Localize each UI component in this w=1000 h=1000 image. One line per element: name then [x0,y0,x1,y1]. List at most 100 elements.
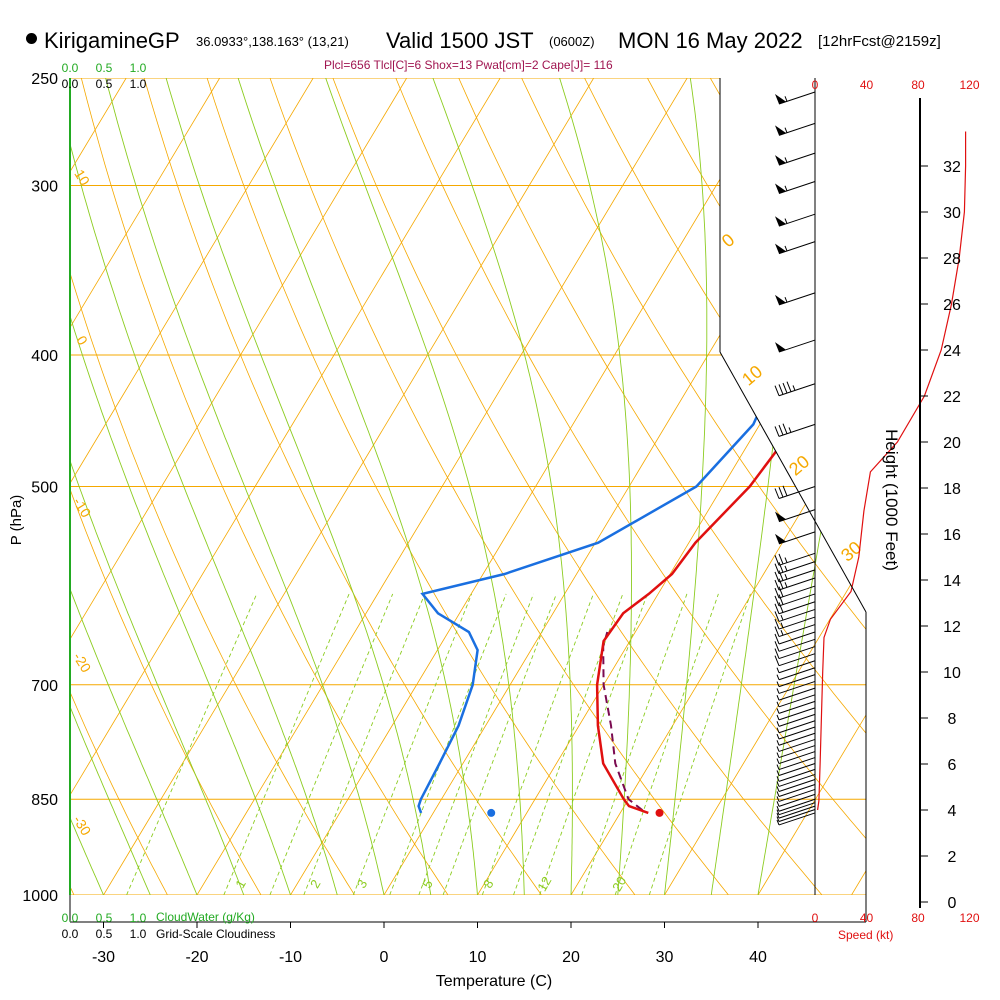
speed-tick-label: 0 [812,78,819,92]
wind-barb [774,577,816,591]
wind-barb [776,707,816,721]
dry-adiabat-line [962,78,1000,895]
mixing-ratio-line [223,593,350,895]
cloudwater-tick-label: 1.0 [130,61,147,75]
cloudiness-tick-label: 0.5 [96,77,113,91]
moist-adiabat-line [70,78,338,895]
speed-tick-label: 80 [911,911,925,925]
mixing-ratio-line [303,593,426,895]
moist-adiabat-line [664,78,708,895]
isotherm-line [196,78,688,895]
speed-tick-label: 0 [812,911,819,925]
speed-tick-label: 40 [860,78,874,92]
moist-adiabat-line [237,78,478,895]
wind-barb [776,793,816,807]
isotherm-label: -20 [70,650,94,676]
pressure-tick-label: 700 [31,678,58,695]
cloudwater-tick-label: 1.0 [130,911,147,925]
cloudiness-tick-label: 1.0 [130,927,147,941]
dry-adiabat-line [521,78,866,895]
title-row: KirigamineGP 36.0933°,138.163° (13,21) V… [0,28,1000,58]
temperature-profile-line [595,82,830,815]
wind-barb [774,631,816,645]
temperature-tick-label: -30 [92,949,115,966]
pressure-tick-label: 400 [31,348,58,365]
dry-adiabat-line [395,78,866,895]
wind-barb [776,680,816,694]
wind-barb [776,788,816,802]
cloudiness-tick-label: 0.0 [62,77,79,91]
wind-barb [775,241,816,255]
temperature-tick-label: -10 [279,949,302,966]
pressure-tick-label: 500 [31,480,58,497]
parcel-profile-line [602,631,644,811]
temperature-tick-label: 10 [469,949,487,966]
wind-barb [776,720,816,734]
valid-time-utc: (0600Z) [549,34,595,49]
wind-barb [776,660,816,674]
mixing-ratio-label: 12 [534,874,554,894]
height-tick-label: 16 [943,527,961,544]
station-bullet-icon [26,33,37,44]
wind-barb [776,726,816,740]
wind-barb [775,339,816,353]
height-axis-label: Height (1000 Feet) [882,429,901,571]
wind-barb [774,624,816,638]
dry-adiabat-label: 0 [718,230,739,252]
pressure-tick-label: 300 [31,178,58,195]
moist-adiabat-line [325,78,525,895]
wind-barb [776,674,816,688]
background-lines [70,78,1000,895]
isotherm-line [70,78,314,895]
pressure-tick-label: 1000 [22,888,58,905]
wind-barb [774,646,816,660]
wind-barb [774,601,816,615]
wind-barb [776,763,816,776]
dry-adiabat-line [80,78,449,895]
height-tick-label: 10 [943,665,961,682]
wind-barb [775,292,816,306]
cloudwater-tick-label: 0.5 [96,911,113,925]
wind-barb [775,152,816,166]
speed-tick-label: 80 [911,78,925,92]
moist-adiabat-line [165,78,432,895]
wind-speed-profile-line [817,131,967,811]
height-tick-label: 30 [943,205,961,222]
height-tick-label: 4 [948,803,957,820]
wind-barb [774,638,816,652]
wind-barb [776,687,816,701]
wind-barb [774,561,816,575]
surface-temperature-marker [655,808,664,817]
x-axis-label: Temperature (C) [436,973,552,990]
wind-barb [776,667,816,681]
wind-barb [776,784,816,797]
cloudiness-tick-label: 0.0 [62,927,79,941]
dry-adiabat-label: 10 [738,361,766,389]
mixing-ratio-label: 3 [354,877,371,891]
cloudiness-label: Grid-Scale Cloudiness [156,927,275,941]
wind-barb [776,768,816,782]
station-name: KirigamineGP [44,28,180,53]
temperature-tick-label: -20 [185,949,208,966]
height-tick-label: 22 [943,389,961,406]
dry-adiabat-line [70,78,355,895]
temperature-tick-label: 20 [562,949,580,966]
height-tick-label: 28 [943,251,961,268]
moist-adiabat-line [559,78,632,895]
wind-barb [774,616,816,630]
stability-indices: Plcl=656 Tlcl[C]=6 Shox=13 Pwat[cm]=2 Ca… [324,58,613,72]
temperature-tick-label: 40 [749,949,767,966]
wind-barb [774,653,816,667]
wind-barb [774,381,816,397]
y-axis-label: P (hPa) [8,495,25,546]
cloudiness-tick-label: 1.0 [130,77,147,91]
cloudwater-tick-label: 0.0 [62,911,79,925]
isotherm-line [70,78,408,895]
wind-barb [774,485,816,499]
wind-barb [776,757,816,771]
height-tick-label: 32 [943,159,961,176]
wind-barb [774,585,816,599]
surface-dewpoint-marker [487,808,496,817]
moist-adiabat-line [70,78,245,895]
